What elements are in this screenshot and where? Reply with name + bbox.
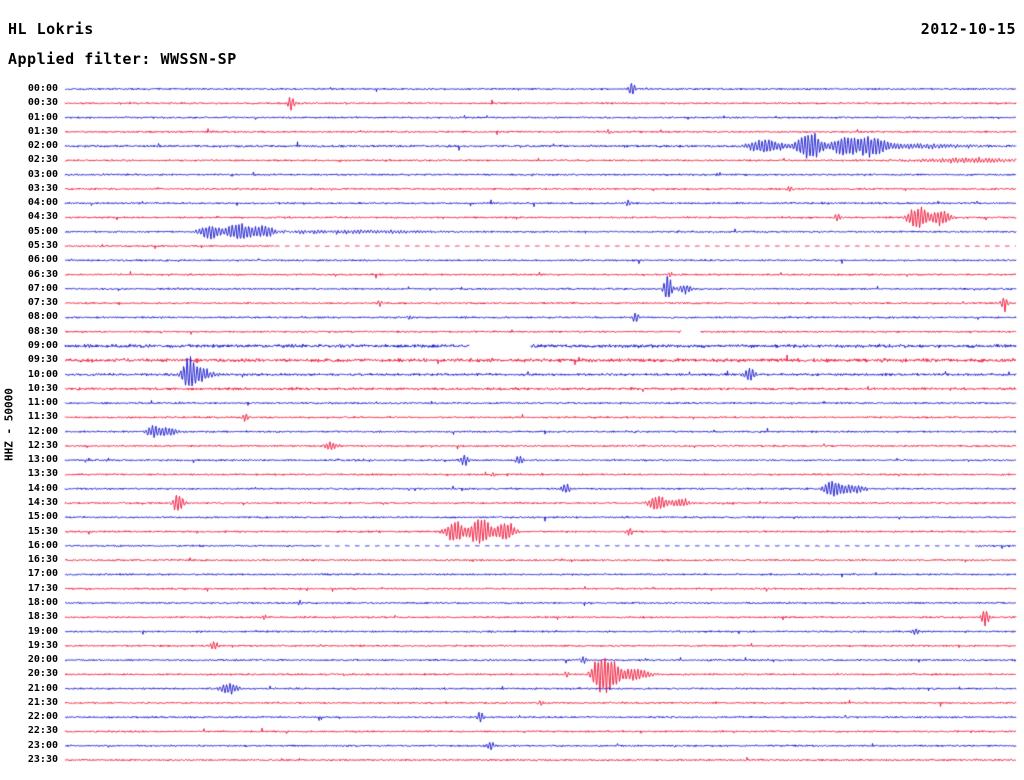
time-label-10-30: 10:30 — [27, 382, 58, 394]
time-label-20-30: 20:30 — [27, 668, 58, 680]
time-label-04-00: 04:00 — [27, 197, 58, 209]
time-label-23-30: 23:30 — [27, 754, 58, 766]
time-label-17-00: 17:00 — [27, 568, 58, 580]
time-label-16-00: 16:00 — [27, 539, 58, 551]
time-label-01-00: 01:00 — [27, 111, 58, 123]
time-label-18-30: 18:30 — [27, 611, 58, 623]
date-label: 2012-10-15 — [920, 20, 1016, 38]
time-label-08-00: 08:00 — [27, 311, 58, 323]
time-label-14-00: 14:00 — [27, 482, 58, 494]
time-label-05-00: 05:00 — [27, 225, 58, 237]
time-label-01-30: 01:30 — [27, 125, 58, 137]
time-label-23-00: 23:00 — [27, 739, 58, 751]
time-label-11-00: 11:00 — [27, 397, 58, 409]
time-label-14-30: 14:30 — [27, 497, 58, 509]
time-label-12-30: 12:30 — [27, 439, 58, 451]
time-label-15-00: 15:00 — [27, 511, 58, 523]
time-label-06-30: 06:30 — [27, 268, 58, 280]
time-label-20-00: 20:00 — [27, 654, 58, 666]
time-label-02-00: 02:00 — [27, 140, 58, 152]
time-label-19-00: 19:00 — [27, 625, 58, 637]
time-label-22-00: 22:00 — [27, 711, 58, 723]
time-label-02-30: 02:30 — [27, 154, 58, 166]
time-label-09-00: 09:00 — [27, 339, 58, 351]
time-label-19-30: 19:30 — [27, 639, 58, 651]
station-title: HL Lokris — [8, 20, 94, 38]
time-label-04-30: 04:30 — [27, 211, 58, 223]
time-label-11-30: 11:30 — [27, 411, 58, 423]
time-label-21-30: 21:30 — [27, 696, 58, 708]
time-label-15-30: 15:30 — [27, 525, 58, 537]
time-label-18-00: 18:00 — [27, 596, 58, 608]
time-label-22-30: 22:30 — [27, 725, 58, 737]
filter-label: Applied filter: WWSSN-SP — [8, 50, 237, 68]
time-label-08-30: 08:30 — [27, 325, 58, 337]
time-label-07-30: 07:30 — [27, 297, 58, 309]
time-label-12-00: 12:00 — [27, 425, 58, 437]
time-axis: 00:00 00:30 01:00 01:30 02:00 02:30 03:00 03:30… — [0, 0, 62, 780]
time-label-00-00: 00:00 — [27, 83, 58, 94]
time-label-10-00: 10:00 — [27, 368, 58, 380]
time-label-13-30: 13:30 — [27, 468, 58, 480]
time-label-09-30: 09:30 — [27, 354, 58, 366]
time-label-05-30: 05:30 — [27, 240, 58, 252]
time-label-03-30: 03:30 — [27, 182, 58, 194]
time-label-17-30: 17:30 — [27, 582, 58, 594]
time-label-13-00: 13:00 — [27, 454, 58, 466]
time-label-03-00: 03:00 — [27, 168, 58, 180]
time-label-16-30: 16:30 — [27, 554, 58, 566]
time-label-07-00: 07:00 — [27, 282, 58, 294]
time-label-06-00: 06:00 — [27, 254, 58, 266]
time-label-21-00: 21:00 — [27, 682, 58, 694]
time-label-00-30: 00:30 — [27, 97, 58, 109]
